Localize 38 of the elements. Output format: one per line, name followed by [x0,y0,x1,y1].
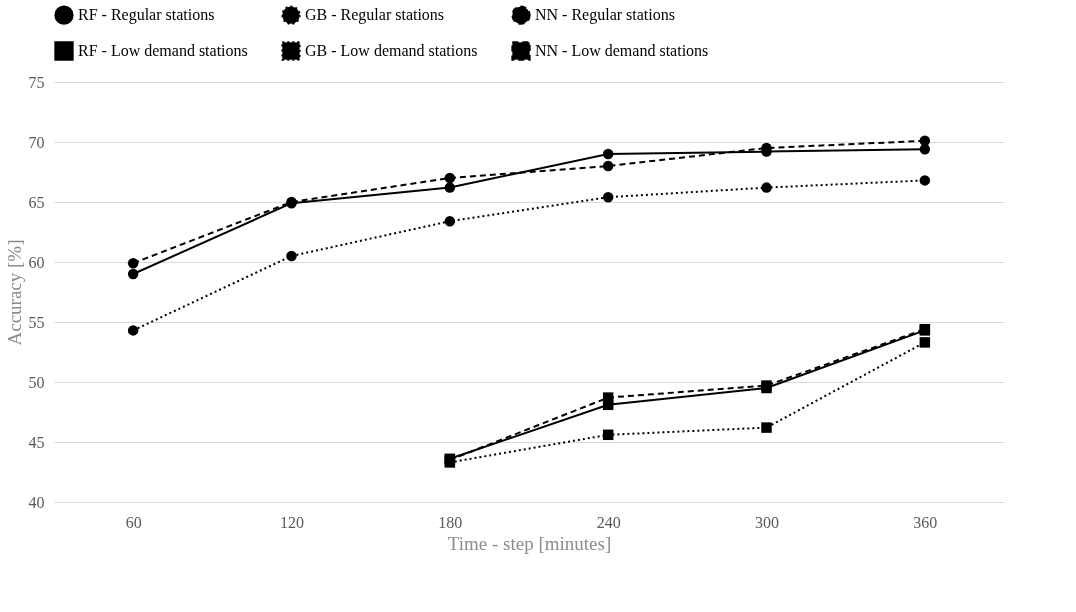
y-tick-label: 65 [28,193,45,211]
point [919,337,931,348]
point [602,191,614,203]
point [761,182,772,193]
point [602,160,614,172]
point [444,215,456,227]
y-tick-label: 45 [28,433,45,451]
legend-label: RF - Regular stations [78,6,215,25]
legend-label: NN - Regular stations [535,6,675,25]
point [602,392,614,403]
point [919,175,931,186]
point [127,268,139,280]
y-tick-label: 55 [28,313,45,331]
point [602,429,614,441]
point [286,250,297,262]
y-tick-label: 75 [28,73,45,91]
point [761,422,772,433]
x-tick-label: 360 [913,513,938,531]
point [444,172,456,184]
y-tick-label: 60 [28,253,45,271]
point [444,182,456,193]
point [127,325,139,336]
legend-label: GB - Regular stations [305,6,445,25]
x-tick-label: 240 [596,513,621,531]
legend-label: NN - Low demand stations [535,42,709,59]
y-tick-label: 50 [28,373,45,391]
point [602,148,614,160]
point [127,257,139,269]
x-tick-label: 300 [755,513,779,531]
y-tick-label: 70 [28,133,45,151]
y-axis-title: Accuracy [%] [3,239,25,346]
legend-label: RF - Low demand stations [78,42,248,59]
legend-label: GB - Low demand stations [305,42,478,59]
x-tick-label: 120 [280,513,304,531]
y-tick-label: 40 [28,493,45,511]
x-tick-label: 180 [438,513,463,531]
x-tick-label: 60 [125,513,142,531]
x-axis-title: Time - step [minutes] [447,532,612,554]
